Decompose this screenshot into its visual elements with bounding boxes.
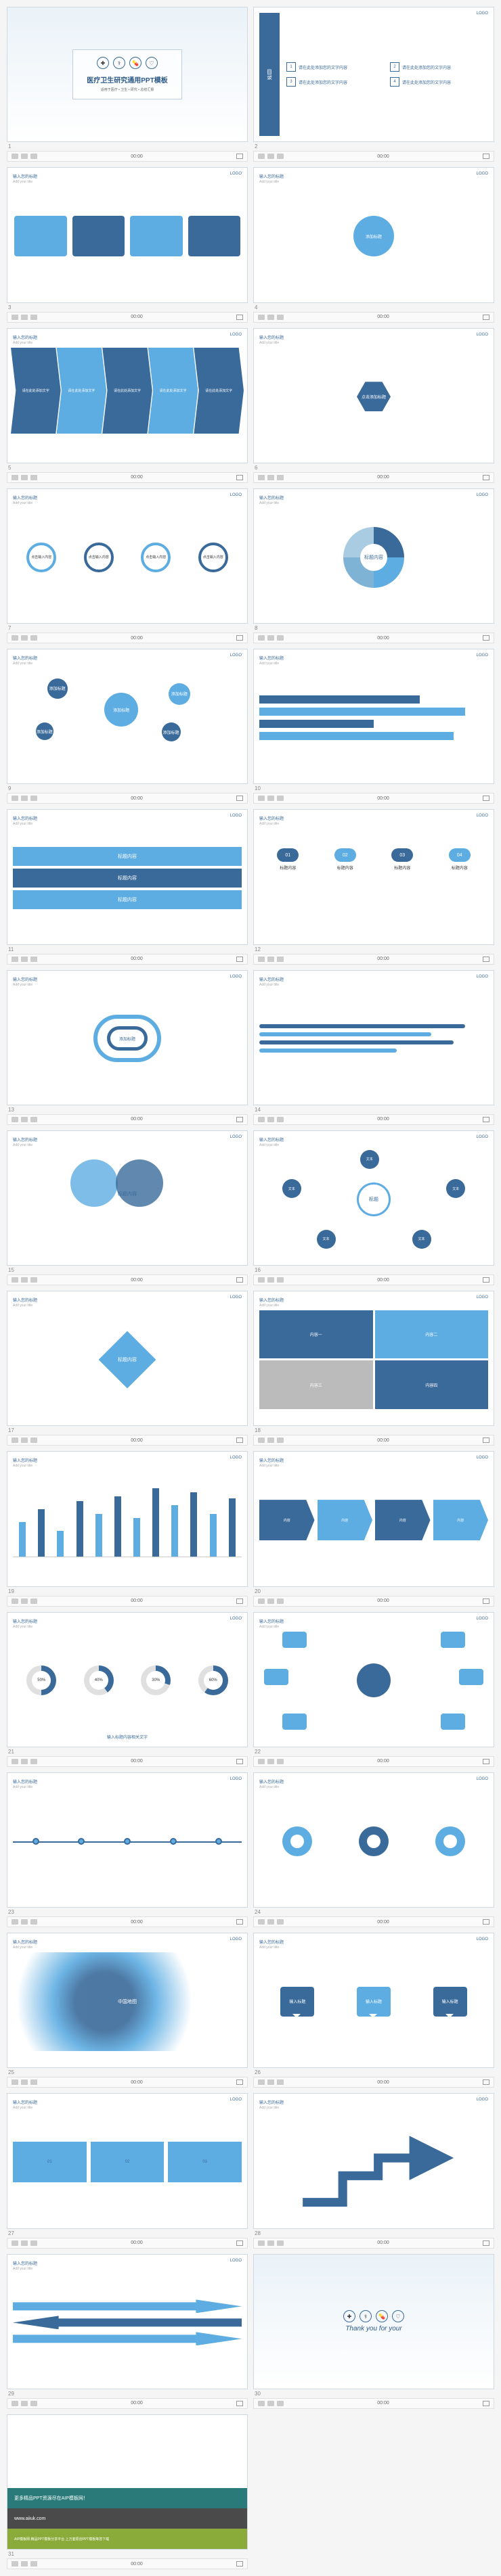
slide-7: LOGO 输入您的标题 Add your title 点击输入内容 点击输入内容… [7, 488, 248, 643]
stethoscope-icon: ⚕ [113, 57, 125, 69]
gear-icon [282, 1826, 312, 1856]
play-button[interactable] [21, 154, 28, 159]
slide-19: LOGO 输入您的标题 Add your title 19 00:00 [7, 1451, 248, 1606]
slide-30: ✚ ⚕ 💊 ♡ Thank you for your 30 00:00 [253, 2254, 494, 2409]
donut: 50% [26, 1665, 56, 1695]
heart-icon: ♡ [146, 57, 158, 69]
flow-lines [259, 990, 488, 1088]
slide-13: LOGO 输入您的标题 Add your title 添加标题 13 00:00 [7, 970, 248, 1125]
prev-button[interactable] [12, 154, 18, 159]
arrow-card: 内容 [259, 1500, 315, 1540]
quad-cell: 内容一 [259, 1310, 373, 1358]
fullscreen-button[interactable] [236, 154, 243, 159]
pill-icon: 💊 [376, 2310, 388, 2322]
bar-chart [13, 1471, 242, 1557]
bubble-center: 添加标题 [104, 693, 138, 727]
promo-line3: AIP模板网 精品PPT模板分享平台 上万套原创PPT模板等您下载 [7, 2529, 247, 2549]
hbar-chart [259, 668, 488, 767]
circle-item: 点击输入内容 [26, 543, 56, 572]
venn-diagram: 标题内容 [13, 1150, 242, 1249]
slide-4: LOGO 输入您的标题 Add your title 添加标题 4 00:00 [253, 167, 494, 322]
slide-29: LOGO 输入您的标题 Add your title 29 00:00 [7, 2254, 248, 2409]
slide-26: LOGO 输入您的标题 Add your title 输入标题 输入标题 输入标… [253, 1933, 494, 2088]
main-title: 医疗卫生研究通用PPT模板 [87, 74, 167, 85]
toc-num: 1 [286, 62, 296, 72]
slide-2: LOGO 目录 1请在此处添加您的文字内容 2请在此处添加您的文字内容 3请在此… [253, 7, 494, 162]
bidir-arrows [13, 2274, 242, 2372]
slide-31: 更多精品PPT资源尽在AIP模板网！ www.aiiuk.com AIP模板网 … [7, 2414, 248, 2569]
panel: 01 [13, 2142, 87, 2182]
content-box [14, 216, 67, 256]
slide-6: LOGO 输入您的标题 Add your title 点击添加标题 6 00:0… [253, 328, 494, 483]
timer: 00:00 [131, 154, 143, 159]
slide-24: LOGO 输入您的标题 Add your title 24 00:00 [253, 1772, 494, 1927]
pill-icon: 💊 [129, 57, 141, 69]
slide-5: LOGO 输入您的标题 Add your title 请在此处添加文字 请在此处… [7, 328, 248, 483]
medical-icon: ✚ [343, 2310, 355, 2322]
slide-15: LOGO 输入您的标题 Add your title 标题内容 15 00:00 [7, 1130, 248, 1285]
slide-20: LOGO 输入您的标题 Add your title 内容 内容 内容 内容 2… [253, 1451, 494, 1606]
slide-16: LOGO 输入您的标题 Add your title 标题 文本 文本 文本 文… [253, 1130, 494, 1285]
slide-11: LOGO 输入您的标题 Add your title 标题内容 标题内容 标题内… [7, 809, 248, 964]
callout: 输入标题 [280, 1987, 314, 2017]
slide-gallery: ✚ ⚕ 💊 ♡ 医疗卫生研究通用PPT模板 适用于医疗 • 卫生 • 研究 • … [0, 0, 501, 2576]
step-num: 01 [277, 848, 299, 862]
onion-outer: 添加标题 [93, 1015, 161, 1062]
center-circle: 添加标题 [353, 216, 394, 256]
slide-23: LOGO 输入您的标题 Add your title 23 00:00 [7, 1772, 248, 1927]
china-map: 中国地图 [13, 1952, 242, 2051]
slide-14: LOGO 输入您的标题 Add your title 14 00:00 [253, 970, 494, 1125]
thanks-slide[interactable]: ✚ ⚕ 💊 ♡ Thank you for your [253, 2254, 494, 2389]
slide-21: LOGO 输入您的标题 Add your title 50% 40% 30% 6… [7, 1612, 248, 1767]
slide-28: LOGO 输入您的标题 Add your title 28 00:00 [253, 2093, 494, 2248]
slide-10: LOGO 输入您的标题 Add your title 10 00:00 [253, 649, 494, 804]
slide-8: LOGO 输入您的标题 Add your title 标题内容 8 00:00 [253, 488, 494, 643]
stethoscope-icon: ⚕ [360, 2310, 372, 2322]
slide-17: LOGO 输入您的标题 Add your title 标题内容 17 00:00 [7, 1291, 248, 1446]
toc-text: 请在此处添加您的文字内容 [299, 64, 347, 70]
thanks-text: Thank you for your [345, 2325, 401, 2332]
promo-url: www.aiiuk.com [7, 2508, 247, 2529]
slide-25: LOGO 输入您的标题 Add your title 中国地图 25 00:00 [7, 1933, 248, 2088]
slide-3: LOGO 输入您的标题 Add your title 3 00:00 [7, 167, 248, 322]
medical-icon: ✚ [97, 57, 109, 69]
title-slide[interactable]: ✚ ⚕ 💊 ♡ 医疗卫生研究通用PPT模板 适用于医疗 • 卫生 • 研究 • … [7, 7, 248, 142]
heart-icon: ♡ [392, 2310, 404, 2322]
logo: LOGO [477, 12, 488, 16]
onion-inner: 添加标题 [107, 1026, 148, 1051]
timeline [13, 1792, 242, 1891]
converge-diagram [259, 1632, 488, 1730]
arrow-up-diagram [259, 2113, 488, 2211]
puzzle-piece: 请在此处添加文字 [11, 348, 61, 434]
next-button[interactable] [30, 154, 37, 159]
hexagon: 点击添加标题 [357, 382, 391, 411]
slide-27: LOGO 输入您的标题 Add your title 01 02 03 标题内容… [7, 2093, 248, 2248]
slide-22: LOGO 输入您的标题 Add your title 22 00:00 [253, 1612, 494, 1767]
slide-9: LOGO 输入您的标题 Add your title 添加标题 添加标题 添加标… [7, 649, 248, 804]
slide-number: 1 [7, 143, 248, 150]
player-controls: 00:00 [7, 151, 248, 162]
promo-slide[interactable]: 更多精品PPT资源尽在AIP模板网！ www.aiiuk.com AIP模板网 … [7, 2414, 248, 2550]
slide-12: LOGO 输入您的标题 Add your title 01标题内容 02标题内容… [253, 809, 494, 964]
toc-tab: 目录 [259, 13, 280, 136]
toc-slide[interactable]: LOGO 目录 1请在此处添加您的文字内容 2请在此处添加您的文字内容 3请在此… [253, 7, 494, 142]
promo-line1: 更多精品PPT资源尽在AIP模板网！ [7, 2488, 247, 2508]
diamond: 标题内容 [99, 1331, 156, 1388]
subtitle: 适用于医疗 • 卫生 • 研究 • 总结汇报 [87, 87, 167, 92]
slide-18: LOGO 输入您的标题 Add your title 内容一 内容二 内容三 内… [253, 1291, 494, 1446]
radial-center: 标题 [357, 1182, 391, 1216]
band: 标题内容 [13, 847, 242, 866]
slide-1: ✚ ⚕ 💊 ♡ 医疗卫生研究通用PPT模板 适用于医疗 • 卫生 • 研究 • … [7, 7, 248, 162]
